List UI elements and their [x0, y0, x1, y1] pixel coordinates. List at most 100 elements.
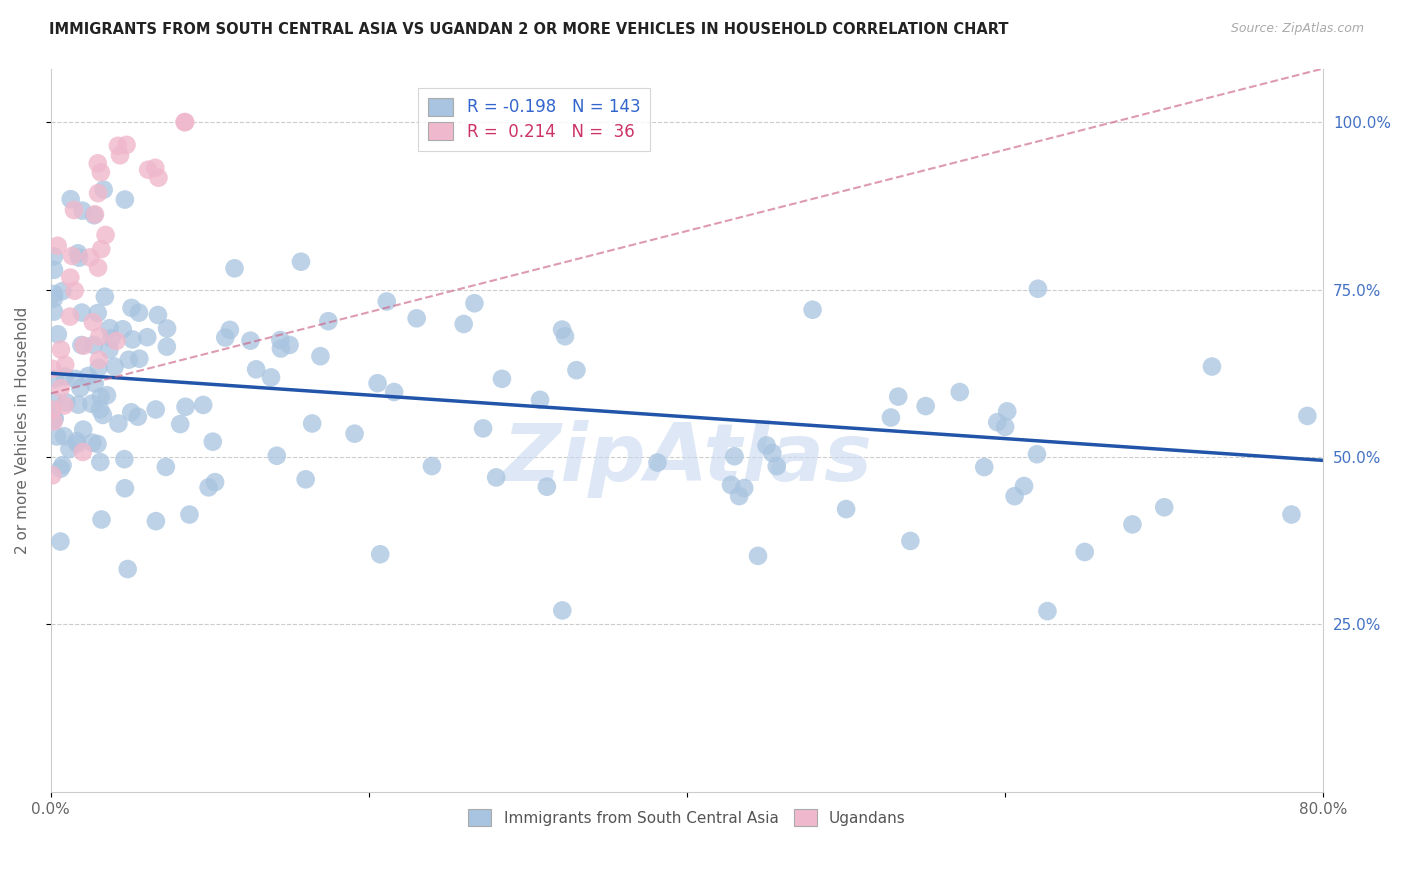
Point — [58, 442, 80, 456]
Point — [733, 481, 755, 495]
Point — [835, 502, 858, 516]
Point — [973, 460, 995, 475]
Point — [42, 292, 65, 306]
Point — [98, 343, 121, 357]
Point — [66, 246, 89, 260]
Point — [83, 338, 105, 352]
Point — [63, 372, 86, 386]
Point — [1153, 500, 1175, 515]
Point — [46, 327, 69, 342]
Point — [127, 409, 149, 424]
Point — [44, 371, 66, 385]
Point — [100, 331, 122, 345]
Point — [1012, 479, 1035, 493]
Point — [146, 308, 169, 322]
Point — [70, 305, 93, 319]
Point — [1004, 489, 1026, 503]
Point — [491, 372, 513, 386]
Point — [148, 170, 170, 185]
Point — [728, 489, 751, 503]
Point — [60, 249, 83, 263]
Point — [290, 254, 312, 268]
Point — [53, 358, 76, 372]
Point — [49, 381, 72, 395]
Point — [301, 417, 323, 431]
Point — [98, 321, 121, 335]
Point — [136, 162, 159, 177]
Point — [66, 434, 89, 448]
Point — [59, 270, 82, 285]
Point — [52, 458, 75, 472]
Point — [270, 342, 292, 356]
Point — [536, 480, 558, 494]
Point — [82, 435, 104, 450]
Point — [105, 334, 128, 348]
Point — [80, 397, 103, 411]
Point — [87, 186, 110, 201]
Point — [197, 480, 219, 494]
Point — [986, 415, 1008, 429]
Point — [67, 398, 90, 412]
Point — [42, 287, 65, 301]
Point — [201, 434, 224, 449]
Point — [143, 161, 166, 175]
Point — [720, 478, 742, 492]
Point — [66, 437, 89, 451]
Point — [70, 338, 93, 352]
Point — [91, 408, 114, 422]
Point — [155, 459, 177, 474]
Point — [87, 156, 110, 170]
Point — [472, 421, 495, 435]
Point — [118, 352, 141, 367]
Point — [112, 452, 135, 467]
Point — [51, 284, 73, 298]
Point — [89, 402, 111, 417]
Point — [55, 395, 77, 409]
Point — [761, 446, 783, 460]
Point — [294, 472, 316, 486]
Point — [93, 183, 115, 197]
Point — [156, 321, 179, 335]
Point — [77, 369, 100, 384]
Point — [179, 508, 201, 522]
Point — [169, 417, 191, 431]
Point — [145, 514, 167, 528]
Point — [53, 399, 76, 413]
Point — [104, 359, 127, 374]
Point — [41, 361, 63, 376]
Point — [114, 481, 136, 495]
Point — [121, 333, 143, 347]
Point — [136, 330, 159, 344]
Point — [46, 239, 69, 253]
Point — [949, 385, 972, 400]
Point — [42, 393, 65, 408]
Point — [90, 242, 112, 256]
Point — [90, 390, 112, 404]
Point — [96, 388, 118, 402]
Point — [224, 261, 246, 276]
Point — [49, 534, 72, 549]
Point — [90, 165, 112, 179]
Point — [266, 449, 288, 463]
Point — [120, 405, 142, 419]
Point — [53, 429, 76, 443]
Point — [747, 549, 769, 563]
Point — [382, 384, 405, 399]
Point — [89, 455, 111, 469]
Point — [94, 290, 117, 304]
Point — [880, 410, 903, 425]
Point — [87, 260, 110, 275]
Point — [82, 315, 104, 329]
Point — [1026, 447, 1049, 461]
Point — [111, 322, 134, 336]
Point — [485, 470, 508, 484]
Point — [87, 360, 110, 375]
Point — [63, 284, 86, 298]
Point — [94, 227, 117, 242]
Point — [565, 363, 588, 377]
Point — [887, 390, 910, 404]
Point — [87, 352, 110, 367]
Point — [42, 304, 65, 318]
Point — [174, 400, 197, 414]
Point — [529, 392, 551, 407]
